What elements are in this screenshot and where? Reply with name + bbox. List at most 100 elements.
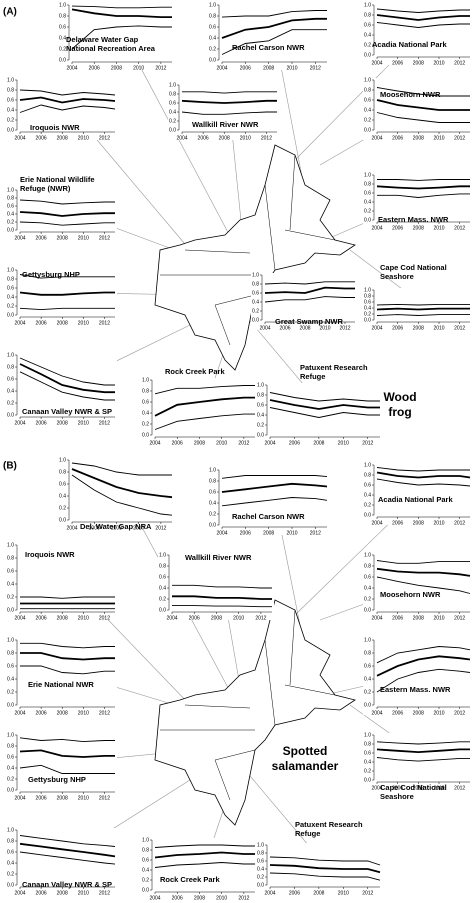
x-tick-label: 2012 (99, 135, 110, 141)
y-tick-label: 0.2 (59, 46, 66, 52)
chart-background (363, 3, 472, 65)
y-tick-label: 0.0 (364, 317, 371, 323)
x-tick-label: 2010 (133, 525, 144, 531)
y-tick-label: 0.8 (7, 838, 14, 844)
chart-background (141, 838, 257, 900)
series-line (172, 584, 272, 589)
series-line (19, 274, 115, 279)
chart-background (363, 553, 472, 620)
panel-label: (A) (3, 7, 17, 18)
series-line (376, 560, 470, 564)
y-tick-label: 0.6 (364, 190, 371, 196)
y-tick-label: 0.2 (364, 42, 371, 48)
series-line (181, 99, 277, 104)
small-chart: 0.0 0.2 0.4 0.6 0.8 1.0 2004 2006 2008 2010 2012 Mo… (363, 77, 472, 141)
y-tick-label: 0.6 (59, 24, 66, 30)
panel-label: (B) (3, 461, 17, 472)
chart-title: Erie National NWR (28, 680, 94, 689)
y-tick-label: 0.8 (7, 743, 14, 749)
y-tick-label: 0.0 (169, 127, 176, 133)
y-tick-label: 0.6 (252, 290, 259, 296)
small-chart: 0.0 0.2 0.4 0.6 0.8 1.0 2004 2006 2008 2010 2012 Ge… (6, 267, 117, 326)
x-tick-label: 2006 (198, 135, 209, 141)
x-tick-label: 2006 (36, 235, 47, 241)
y-tick-label: 0.6 (7, 754, 14, 760)
y-tick-label: 0.2 (159, 596, 166, 602)
y-tick-label: 1.0 (59, 457, 66, 463)
series-line (264, 281, 355, 285)
x-tick-label: 2008 (57, 420, 68, 426)
x-tick-label: 2004 (371, 520, 382, 526)
x-tick-label: 2012 (454, 520, 465, 526)
x-tick-label: 2006 (392, 60, 403, 66)
small-chart: 0.0 0.2 0.4 0.6 0.8 1.0 2004 2006 2008 2010 2012 Ra… (208, 2, 329, 71)
small-chart: 0.0 0.2 0.4 0.6 0.8 1.0 2004 2006 2008 2010 2012Gr… (251, 272, 357, 331)
y-tick-label: 0.2 (364, 117, 371, 123)
x-tick-label: 2008 (57, 615, 68, 621)
x-tick-label: 2010 (78, 795, 89, 801)
y-tick-label: 0.4 (364, 676, 371, 682)
species-label: Wood (383, 390, 416, 404)
x-tick-label: 2006 (36, 135, 47, 141)
series-line (221, 17, 327, 39)
x-tick-label: 2008 (57, 320, 68, 326)
y-tick-label: 1.0 (364, 77, 371, 83)
x-tick-label: 2008 (413, 785, 424, 791)
y-tick-label: 1.0 (257, 842, 264, 848)
series-line (20, 652, 115, 661)
x-tick-label: 2008 (263, 530, 274, 536)
y-tick-label: 0.0 (7, 787, 14, 793)
small-chart: 0.0 0.2 0.4 0.6 0.8 1.0 2004 2006 2008 2010 2012 De… (58, 2, 174, 71)
state-borders (160, 154, 336, 346)
chart-title: Gettysburg NHP (22, 270, 80, 279)
chart-title: Refuge (300, 372, 325, 381)
x-tick-label: 2010 (433, 785, 444, 791)
y-tick-label: 0.0 (364, 127, 371, 133)
series-line (376, 99, 470, 111)
x-tick-label: 2010 (319, 325, 330, 331)
chart-background (6, 733, 117, 800)
y-tick-label: 0.0 (364, 512, 371, 518)
x-tick-label: 2008 (211, 615, 222, 621)
series-line (172, 595, 272, 600)
series-line (19, 851, 116, 865)
state-borders (160, 609, 336, 801)
series-line (269, 407, 380, 418)
y-tick-label: 0.8 (257, 850, 264, 856)
y-tick-label: 0.4 (364, 199, 371, 205)
chart-title: Erie National Wildlife (20, 175, 95, 184)
y-tick-label: 0.2 (169, 118, 176, 124)
series-line (19, 307, 115, 311)
x-tick-label: 2006 (392, 520, 403, 526)
y-tick-label: 1.0 (142, 377, 149, 383)
y-tick-label: 0.4 (159, 585, 166, 591)
y-tick-label: 0.6 (364, 574, 371, 580)
y-tick-label: 0.8 (159, 563, 166, 569)
series-line (376, 757, 470, 762)
x-tick-label: 2004 (14, 320, 25, 326)
series-line (71, 474, 173, 516)
chart-background (58, 458, 174, 530)
y-tick-label: 1.0 (364, 732, 371, 738)
y-tick-label: 0.8 (7, 650, 14, 656)
series-line (71, 25, 172, 50)
chart-background (6, 543, 117, 620)
y-tick-label: 0.0 (252, 317, 259, 323)
x-tick-label: 2010 (433, 615, 444, 621)
y-tick-label: 0.4 (7, 294, 14, 300)
x-tick-label: 2008 (313, 890, 324, 896)
x-tick-label: 2010 (433, 135, 444, 141)
x-tick-label: 2010 (78, 420, 89, 426)
series-line (19, 104, 116, 113)
y-tick-label: 0.0 (7, 607, 14, 613)
y-tick-label: 0.0 (209, 57, 216, 63)
series-line (269, 872, 381, 881)
x-tick-label: 2012 (99, 420, 110, 426)
x-tick-label: 2006 (172, 440, 183, 446)
x-tick-label: 2008 (57, 795, 68, 801)
y-tick-label: 0.0 (7, 882, 14, 888)
x-tick-label: 2010 (78, 135, 89, 141)
x-tick-label: 2004 (371, 325, 382, 331)
small-chart: 0.0 0.2 0.4 0.6 0.8 1.0 2004 2006 2008 2010 2012 Ca… (6, 352, 117, 426)
x-tick-label: 2006 (240, 530, 251, 536)
